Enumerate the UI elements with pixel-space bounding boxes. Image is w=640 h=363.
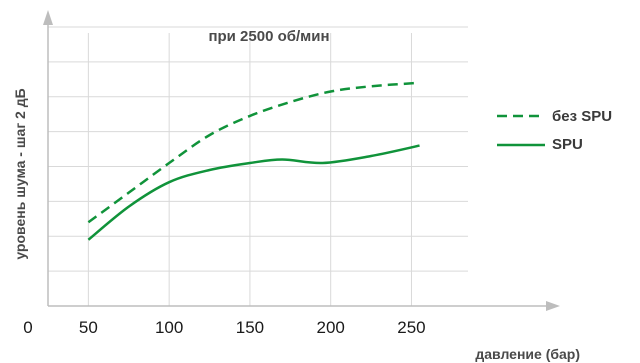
y-axis-arrow	[43, 10, 53, 25]
x-ticks: 0 50 100 150 200 250	[23, 318, 425, 337]
x-tick-label: 250	[397, 318, 425, 337]
x-tick-label: 50	[79, 318, 98, 337]
series-line-1	[87, 144, 420, 241]
y-axis-label: уровень шума - шаг 2 дБ	[12, 88, 28, 259]
series-lines	[87, 81, 420, 241]
x-tick-label: 100	[155, 318, 183, 337]
legend-label-spu: SPU	[552, 136, 583, 153]
series-line-0	[87, 81, 420, 224]
x-tick-label: 200	[317, 318, 345, 337]
x-axis-arrow	[546, 301, 560, 311]
x-axis-label: давление (бар)	[475, 346, 580, 362]
legend: без SPU SPU	[497, 108, 612, 153]
grid	[48, 26, 468, 306]
axes	[43, 10, 560, 311]
x-tick-label: 0	[23, 318, 32, 337]
legend-label-bez-spu: без SPU	[552, 108, 612, 125]
chart-title: при 2500 об/мин	[208, 28, 329, 45]
x-tick-label: 150	[236, 318, 264, 337]
